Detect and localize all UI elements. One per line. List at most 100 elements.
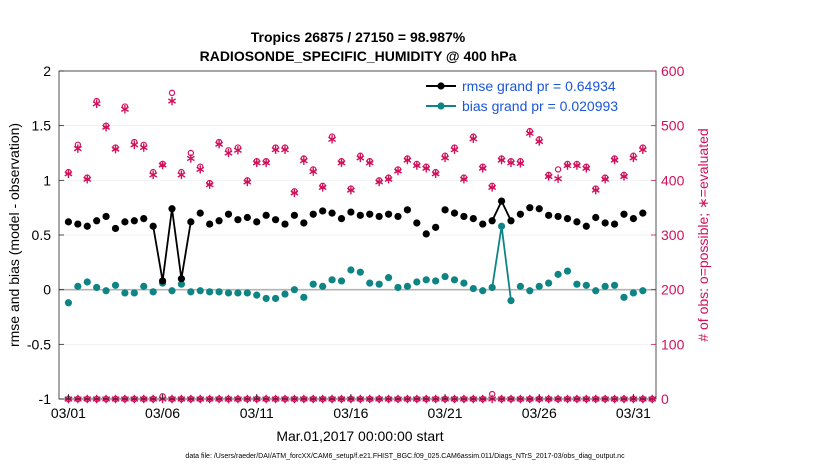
rmse-point bbox=[328, 209, 336, 217]
rmse-point bbox=[300, 219, 308, 227]
legend-box bbox=[418, 76, 648, 116]
obs-evaluated-point bbox=[488, 183, 497, 192]
obs-evaluated-point bbox=[441, 153, 450, 163]
obs-evaluated-point bbox=[168, 96, 176, 106]
obs-evaluated-point bbox=[384, 175, 393, 184]
rmse-point bbox=[206, 220, 214, 228]
bias-point bbox=[93, 283, 101, 292]
chart-title-line1: Tropics 26875 / 27150 = 98.987% bbox=[251, 29, 466, 45]
rmse-point bbox=[601, 219, 609, 227]
rmse-point bbox=[271, 216, 280, 224]
rmse-point bbox=[507, 217, 515, 225]
bias-point bbox=[592, 287, 600, 295]
x-tick-label: 03/06 bbox=[145, 405, 180, 421]
bias-point bbox=[337, 277, 346, 285]
bias-point bbox=[234, 289, 242, 297]
legend-rmse-marker bbox=[437, 82, 445, 90]
obs-evaluated-point bbox=[629, 153, 638, 163]
rmse-point bbox=[516, 210, 525, 218]
rmse-point bbox=[526, 204, 534, 212]
bias-point bbox=[441, 272, 449, 281]
bias-point bbox=[497, 222, 506, 230]
obs-evaluated-point bbox=[215, 140, 224, 149]
rmse-point bbox=[497, 197, 506, 205]
rmse-point bbox=[121, 218, 129, 226]
x-tick-label: 03/26 bbox=[522, 405, 557, 421]
bias-point bbox=[403, 282, 412, 290]
y-right-tick-label: 500 bbox=[661, 118, 685, 134]
rmse-point bbox=[356, 211, 364, 219]
y-right-tick-label: 100 bbox=[661, 336, 685, 352]
obs-possible-point bbox=[168, 89, 176, 97]
y-left-tick-label: 0 bbox=[43, 282, 51, 298]
bias-point bbox=[601, 282, 609, 290]
rmse-point bbox=[196, 209, 204, 217]
obs-count-layer bbox=[64, 89, 657, 404]
rmse-point bbox=[394, 212, 402, 221]
rmse-point bbox=[573, 218, 581, 226]
rmse-point bbox=[64, 218, 73, 226]
bias-point bbox=[347, 266, 355, 274]
bias-point bbox=[253, 291, 261, 299]
obs-evaluated-point bbox=[394, 166, 402, 176]
bias-point bbox=[215, 288, 223, 296]
bias-point bbox=[432, 277, 440, 285]
obs-evaluated-point bbox=[233, 146, 242, 155]
bias-point bbox=[366, 279, 374, 287]
x-axis-label: Mar.01,2017 00:00:00 start bbox=[276, 428, 443, 444]
footnote-data-file: data file: /Users/raeder/DAI/ATM_forcXX/… bbox=[185, 453, 625, 460]
bias-point bbox=[300, 293, 308, 301]
rmse-point bbox=[140, 215, 148, 223]
bias-point bbox=[516, 282, 525, 290]
rmse-point bbox=[111, 224, 120, 233]
rmse-point bbox=[413, 219, 421, 227]
bias-point bbox=[375, 280, 383, 288]
obs-evaluated-point bbox=[469, 134, 478, 143]
bias-series bbox=[64, 222, 647, 307]
bias-point bbox=[629, 289, 638, 297]
y-axis-left-ticks: -1 -0.5 0 0.5 1 1.5 2 bbox=[27, 63, 64, 407]
obs-evaluated-point bbox=[356, 153, 365, 163]
rmse-point bbox=[450, 209, 459, 217]
x-tick-label: 03/11 bbox=[240, 405, 274, 421]
bias-point bbox=[620, 293, 628, 301]
rmse-point bbox=[177, 275, 186, 283]
bias-point bbox=[281, 290, 289, 298]
obs-evaluated-point bbox=[271, 145, 280, 154]
bias-point bbox=[187, 288, 195, 296]
obs-evaluated-point bbox=[497, 155, 506, 165]
bias-point bbox=[450, 276, 459, 284]
x-axis-ticks: 03/01 03/06 03/11 03/16 03/21 03/26 03/31 bbox=[51, 394, 651, 421]
rmse-point bbox=[403, 206, 412, 214]
rmse-point bbox=[187, 218, 195, 226]
obs-evaluated-point bbox=[544, 172, 553, 181]
y-axis-left-label: rmse and bias (model - observation) bbox=[6, 123, 22, 347]
bias-point bbox=[177, 280, 186, 288]
obs-evaluated-point bbox=[64, 169, 73, 178]
bias-point bbox=[469, 284, 477, 293]
obs-evaluated-point bbox=[572, 161, 581, 170]
obs-evaluated-point bbox=[290, 188, 299, 198]
bias-point bbox=[262, 294, 270, 303]
rmse-point bbox=[592, 213, 600, 222]
rmse-point bbox=[224, 210, 233, 218]
rmse-point bbox=[253, 218, 261, 226]
rmse-point bbox=[469, 215, 477, 223]
rmse-point bbox=[74, 220, 82, 228]
rmse-point bbox=[620, 210, 628, 218]
bias-point bbox=[460, 279, 468, 287]
bias-point bbox=[224, 289, 233, 297]
y-left-tick-label: 0.5 bbox=[32, 227, 52, 243]
y-right-tick-label: 200 bbox=[661, 282, 685, 298]
rmse-point bbox=[488, 217, 496, 225]
y-left-tick-label: -0.5 bbox=[27, 336, 51, 352]
rmse-point bbox=[460, 212, 468, 221]
bias-point bbox=[130, 289, 138, 297]
bias-point bbox=[140, 282, 148, 290]
bias-point bbox=[168, 287, 176, 295]
rmse-point bbox=[422, 230, 430, 238]
rmse-point bbox=[582, 222, 590, 230]
rmse-point bbox=[610, 220, 619, 228]
y-left-tick-label: -1 bbox=[39, 391, 52, 407]
bias-point bbox=[573, 280, 581, 288]
